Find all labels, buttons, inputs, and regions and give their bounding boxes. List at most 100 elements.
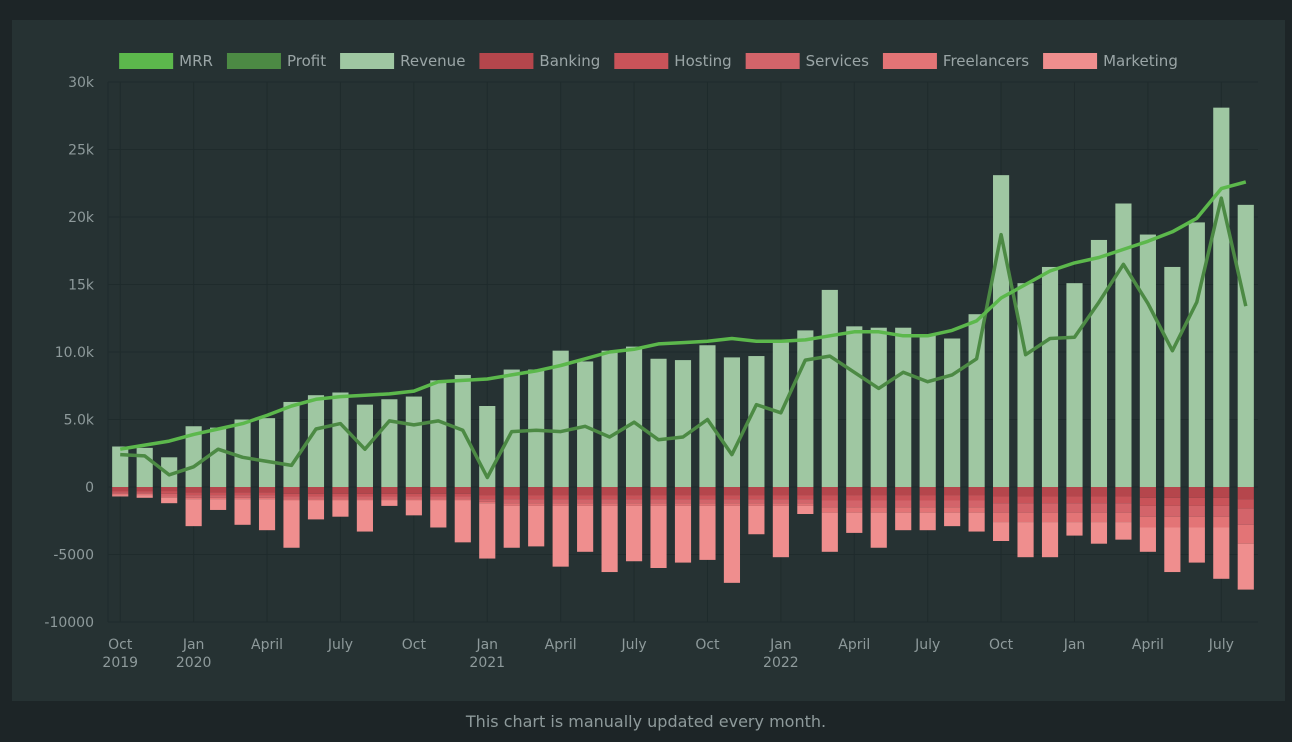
freelancers-bar	[307, 499, 325, 501]
freelancers-bar	[430, 499, 447, 501]
marketing-bar	[136, 495, 153, 498]
marketing-bar	[503, 505, 520, 548]
banking-bar	[1017, 487, 1034, 497]
marketing-bar	[723, 505, 741, 583]
hosting-bar	[846, 495, 863, 501]
hosting-bar	[381, 493, 398, 497]
freelancers-bar	[1041, 512, 1059, 523]
freelancers-bar	[381, 499, 398, 501]
freelancers-bar	[161, 496, 178, 498]
revenue-bar	[650, 358, 667, 487]
freelancers-bar	[258, 497, 276, 500]
banking-bar	[528, 487, 545, 496]
marketing-bar	[601, 505, 618, 573]
banking-bar	[699, 487, 716, 496]
hosting-bar	[895, 495, 912, 501]
freelancers-bar	[674, 503, 692, 506]
freelancers-bar	[356, 499, 373, 501]
y-tick-label: 20k	[68, 210, 95, 226]
y-axis: 30k 25k 20k 15k 10.0k 5.0k 0 -5000 -10000	[44, 75, 94, 631]
hosting-bar	[185, 492, 202, 496]
banking-bar	[479, 487, 496, 496]
revenue-bar	[1017, 283, 1034, 487]
banking-bar	[210, 487, 227, 493]
legend-swatch-banking	[479, 53, 534, 69]
revenue-bar	[1115, 203, 1132, 487]
revenue-bar	[258, 418, 276, 487]
revenue-bar	[1188, 222, 1205, 487]
x-tick-label: Oct	[989, 637, 1014, 653]
banking-bar	[944, 487, 961, 496]
revenue-bar	[797, 330, 814, 487]
legend-label-services: Services	[806, 52, 869, 70]
revenue-bar	[944, 338, 961, 487]
services-bar	[577, 499, 594, 504]
x-tick-label: July	[1208, 637, 1234, 653]
services-bar	[723, 499, 741, 504]
marketing-bar	[307, 500, 325, 520]
x-tick-year-label: 2022	[763, 655, 799, 671]
hosting-bar	[161, 491, 178, 494]
revenue-bar	[968, 314, 985, 487]
finance-chart: 30k 25k 20k 15k 10.0k 5.0k 0 -5000 -10000 Oct 201…	[44, 52, 1258, 671]
services-bar	[870, 500, 887, 508]
hosting-bar	[332, 493, 349, 497]
hosting-bar	[356, 493, 373, 497]
freelancers-bar	[968, 507, 985, 513]
marketing-bar	[797, 505, 814, 514]
services-bar	[356, 496, 373, 500]
revenue-bar	[723, 357, 741, 487]
x-axis: Oct 2019 Jan 2020 April July Oct Jan 2021 April Ju…	[102, 637, 1233, 671]
hosting-bar	[503, 495, 520, 500]
marketing-bar	[405, 500, 422, 516]
freelancers-bar	[601, 503, 618, 506]
services-bar	[528, 499, 545, 504]
revenue-bar	[1237, 204, 1254, 487]
banking-bar	[136, 487, 153, 492]
services-bar	[772, 499, 789, 504]
banking-bar	[650, 487, 667, 496]
freelancers-bar	[136, 493, 153, 496]
freelancers-bar	[1115, 512, 1132, 523]
legend-swatch-freelancers	[882, 53, 937, 69]
freelancers-bar	[503, 503, 520, 506]
revenue-bar	[748, 356, 765, 487]
banking-bar	[1164, 487, 1181, 498]
x-tick-year-label: 2019	[102, 655, 138, 671]
services-bar	[1066, 503, 1083, 513]
marketing-bar	[454, 500, 471, 543]
banking-bar	[748, 487, 765, 496]
hosting-bar	[1164, 497, 1181, 506]
banking-bar	[1188, 487, 1205, 498]
banking-bar	[723, 487, 741, 496]
services-bar	[919, 500, 936, 508]
legend-swatch-revenue	[340, 53, 395, 69]
legend-label-marketing: Marketing	[1103, 52, 1178, 70]
revenue-bar	[674, 360, 692, 487]
y-tick-label: -5000	[53, 548, 94, 564]
marketing-bar	[821, 512, 838, 552]
freelancers-bar	[993, 512, 1010, 523]
hosting-bar	[944, 495, 961, 501]
marketing-bar	[1017, 522, 1034, 558]
services-bar	[503, 499, 520, 504]
y-tick-label: 25k	[68, 143, 95, 159]
services-bar	[1139, 505, 1156, 517]
hosting-bar	[772, 495, 789, 500]
hosting-bar	[699, 495, 716, 500]
banking-bar	[1237, 487, 1254, 500]
x-tick-label: April	[251, 637, 283, 653]
legend-label-profit: Profit	[287, 52, 326, 70]
hosting-bar	[234, 492, 251, 496]
services-bar	[234, 495, 251, 498]
services-bar	[674, 499, 692, 504]
hosting-bar	[1115, 496, 1132, 504]
services-bar	[258, 495, 276, 498]
freelancers-bar	[1066, 512, 1083, 523]
hosting-bar	[797, 495, 814, 500]
hosting-bar	[112, 491, 129, 493]
services-bar	[650, 499, 667, 504]
services-bar	[968, 500, 985, 508]
freelancers-bar	[1139, 516, 1156, 528]
marketing-bar	[258, 499, 276, 531]
